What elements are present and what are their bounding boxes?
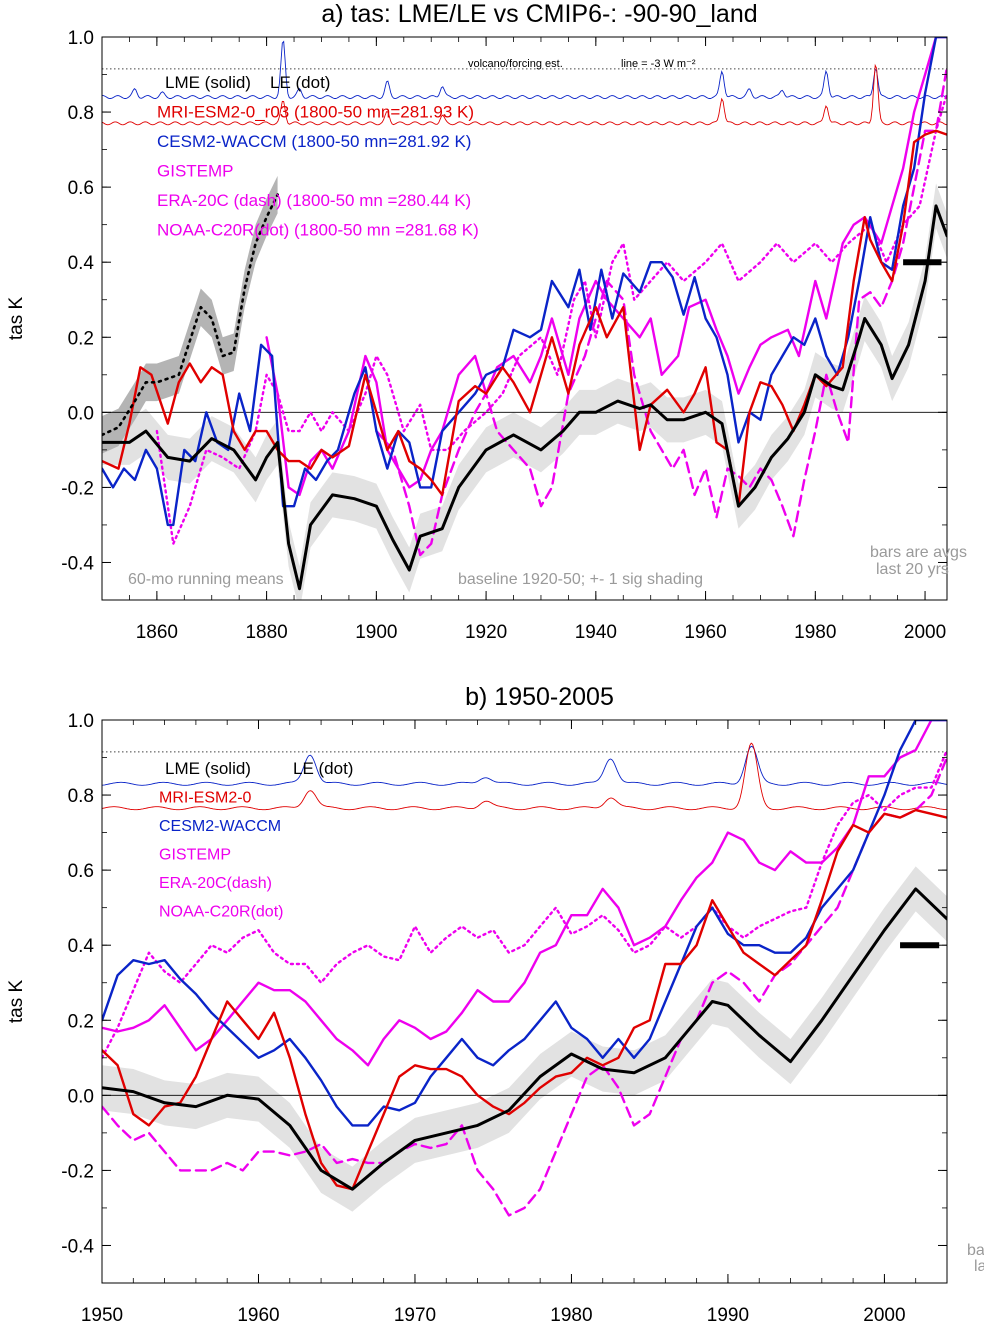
lme-shading: [102, 183, 947, 600]
annotation-forcing-line: line = -3 W m⁻²: [621, 58, 696, 70]
x-tick-label: 1880: [245, 622, 287, 643]
plot-frame: [101, 36, 948, 601]
annotation-bars-1: bars are avgs: [870, 544, 967, 561]
legend-entry-5: ERA-20C (dash) (1800-50 mn =280.44 K): [157, 191, 471, 210]
annotation-running-mean: 60-mo running means: [128, 571, 284, 588]
y-tick-label: 0.8: [68, 786, 94, 807]
x-tick-label: 1860: [136, 622, 178, 643]
y-tick-label: 0.4: [68, 253, 95, 274]
forcing-line-mri: [102, 63, 947, 126]
series-noaa-c20r: [102, 748, 947, 1059]
panel-a: -0.4 -0.2 0.0 0.2 0.4 0.6 0.8 1.0 1860 1880 1900 19…: [6, 0, 967, 643]
panel-b: -0.4 -0.2 0.0 0.2 0.4 0.6 0.8 1.0 1950 1960 1970 19…: [6, 683, 984, 1325]
series-mri-esm2-0: [102, 808, 947, 1191]
legend-entry-6: NOAA-C20R(dot): [159, 904, 283, 921]
forcing-line-cesm2: [102, 745, 947, 786]
forcing-line-mri: [102, 742, 947, 811]
series-gistemp: [265, 37, 947, 497]
x-tick-label: 1940: [575, 622, 617, 643]
legend-le: LE (dot): [293, 759, 353, 778]
chart-title: b) 1950-2005: [465, 683, 614, 711]
y-tick-label: 0.6: [68, 861, 94, 882]
series-noaa-c20r: [155, 92, 947, 545]
y-axis-label: tas K: [6, 980, 27, 1024]
annotation-volcano: volcano/forcing est.: [468, 58, 563, 70]
legend-entry-3: CESM2-WACCM (1800-50 mn=281.92 K): [157, 132, 471, 151]
legend-entry-4: GISTEMP: [159, 847, 231, 864]
series-cesm2-waccm: [102, 37, 947, 527]
legend-entry-2: MRI-ESM2-0_r03 (1800-50 mn=281.93 K): [157, 103, 474, 122]
legend-entry-5: ERA-20C(dash): [159, 875, 272, 892]
plot-area: [102, 720, 947, 1217]
x-tick-label: 1980: [794, 622, 836, 643]
series-lme: [102, 204, 947, 591]
series-era-20c: [375, 65, 947, 557]
series-cesm2-waccm: [102, 720, 947, 1127]
x-tick-label: 1900: [355, 622, 397, 643]
series-gistemp: [102, 720, 947, 1067]
legend-entry-2: MRI-ESM2-0: [159, 790, 252, 807]
plot-area: [102, 37, 947, 600]
legend-entry-4: GISTEMP: [157, 162, 234, 181]
x-tick-label: 1970: [394, 1305, 436, 1325]
y-tick-label: 0.0: [68, 403, 94, 424]
x-tick-label: 1960: [237, 1305, 279, 1325]
x-tick-label: 1920: [465, 622, 507, 643]
y-tick-label: 0.6: [68, 178, 94, 199]
y-tick-label: 0.4: [68, 936, 95, 957]
x-tick-label: 1980: [550, 1305, 592, 1325]
y-tick-label: -0.2: [61, 1161, 94, 1182]
y-tick-label: 1.0: [68, 28, 94, 49]
y-tick-label: 1.0: [68, 711, 94, 732]
legend-lme: LME (solid): [165, 759, 251, 778]
x-tick-label: 1960: [684, 622, 726, 643]
y-tick-label: -0.4: [61, 1236, 94, 1257]
legend-entry-6: NOAA-C20R(dot) (1800-50 mn =281.68 K): [157, 221, 479, 240]
annotation-bars-2: la: [974, 1258, 984, 1275]
x-tick-label: 2000: [904, 622, 946, 643]
annotation-bars-2: last 20 yrs: [876, 561, 949, 578]
legend-lme: LME (solid): [165, 73, 251, 92]
x-tick-label: 1990: [707, 1305, 749, 1325]
legend-entry-3: CESM2-WACCM: [159, 818, 281, 835]
x-tick-label: 1950: [81, 1305, 123, 1325]
y-axis-label: tas K: [6, 297, 27, 341]
y-tick-label: 0.2: [68, 328, 94, 349]
chart-title: a) tas: LME/LE vs CMIP6-: -90-90_land: [321, 0, 757, 28]
y-tick-label: -0.4: [61, 553, 94, 574]
x-tick-label: 2000: [863, 1305, 905, 1325]
y-tick-label: -0.2: [61, 478, 94, 499]
y-tick-label: 0.2: [68, 1011, 94, 1032]
annotation-bars-1: ba: [967, 1242, 984, 1259]
series-lme: [102, 887, 947, 1191]
plot-frame: [101, 719, 948, 1284]
forcing-line-cesm2: [102, 40, 947, 100]
series-le: [102, 193, 279, 437]
y-tick-label: 0.8: [68, 103, 94, 124]
annotation-baseline: baseline 1920-50; +- 1 sig shading: [458, 571, 703, 588]
lme-shading: [102, 866, 947, 1212]
legend-le: LE (dot): [270, 73, 330, 92]
y-tick-label: 0.0: [68, 1086, 94, 1107]
